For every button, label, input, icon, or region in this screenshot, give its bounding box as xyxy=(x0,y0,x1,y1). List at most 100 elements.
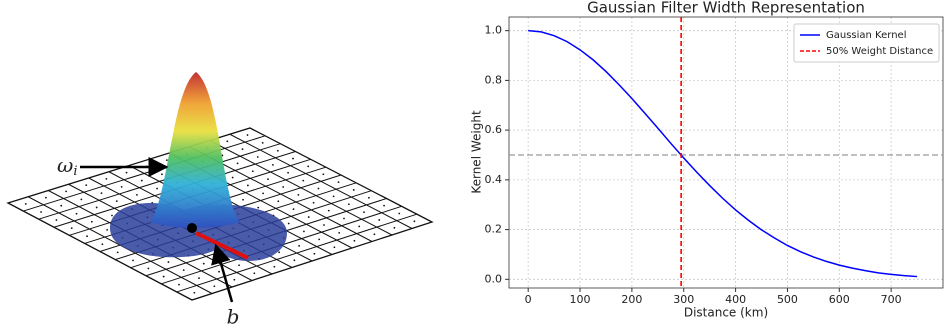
grid-dot xyxy=(231,176,234,179)
grid-dot xyxy=(45,196,47,199)
plot-frame xyxy=(508,16,944,289)
grid-dot xyxy=(347,203,350,206)
grid-dot xyxy=(292,157,294,160)
grid-dot xyxy=(140,179,143,182)
grid-dot xyxy=(125,171,128,174)
y-tick-label: 0.8 xyxy=(485,73,503,86)
grid-dot xyxy=(178,283,180,286)
grid-dot xyxy=(323,224,325,226)
grid-dot xyxy=(80,198,83,201)
y-tick-label: 0.0 xyxy=(485,272,503,285)
x-tick-label: 0 xyxy=(525,293,532,306)
grid-dot xyxy=(278,251,281,254)
line-series xyxy=(528,29,918,278)
grid-dot xyxy=(24,203,27,205)
grid-dot xyxy=(161,173,163,176)
grid-dot xyxy=(373,233,376,236)
grid-dot xyxy=(253,272,256,275)
grid-dot xyxy=(246,184,249,187)
grid-dot xyxy=(317,187,320,190)
weight-subscript: i xyxy=(73,164,77,179)
grid-dot xyxy=(303,230,305,233)
grid-dot xyxy=(100,192,103,195)
x-tick-label: 200 xyxy=(621,293,642,306)
grid-dot xyxy=(182,269,185,272)
chart: Gaussian Filter Width Representation Dis… xyxy=(470,0,944,320)
grid-dot xyxy=(105,177,108,180)
grid-dot xyxy=(262,192,265,195)
grid-dot xyxy=(293,259,296,262)
grid-dot xyxy=(147,267,150,270)
grid-dot xyxy=(241,148,244,151)
x-axis-label: Distance (km) xyxy=(684,306,768,320)
grid-dot xyxy=(343,217,345,220)
chart-title: Gaussian Filter Width Representation xyxy=(587,0,865,17)
grid-dot xyxy=(202,262,205,265)
grid-dot xyxy=(226,140,229,143)
grid-dot xyxy=(238,264,240,267)
grid-dot xyxy=(60,204,63,207)
center-point xyxy=(187,223,197,233)
legend-label: 50% Weight Distance xyxy=(826,46,933,57)
legend-label: Gaussian Kernel xyxy=(826,30,906,41)
grid-dot xyxy=(313,252,316,255)
grid-dot xyxy=(101,243,104,246)
x-tick-label: 500 xyxy=(777,293,798,306)
grid-dot xyxy=(162,275,165,278)
grid-dot xyxy=(261,141,264,144)
grid-dot xyxy=(383,204,385,207)
grid-dot xyxy=(156,187,158,190)
y-axis-label: Kernel Weight xyxy=(470,110,484,194)
arrow xyxy=(211,243,234,303)
grid-dot xyxy=(115,200,118,203)
grid-dot xyxy=(297,193,300,196)
grid-dot xyxy=(167,261,170,263)
grid-dot xyxy=(312,201,315,204)
grid-dot xyxy=(242,198,244,201)
grid-dot xyxy=(256,156,259,158)
grid-dot xyxy=(120,185,123,188)
grid-dot xyxy=(111,214,113,217)
grid-dot xyxy=(352,189,355,191)
grid-dot xyxy=(318,238,321,241)
x-tick-label: 600 xyxy=(829,293,850,306)
grid-dot xyxy=(287,222,290,225)
weight-label: ωi xyxy=(57,153,77,179)
grid-dot xyxy=(378,219,381,221)
y-tick-label: 0.6 xyxy=(485,123,503,136)
grid-dot xyxy=(272,164,274,166)
grid-dot xyxy=(363,211,365,213)
grid-dot xyxy=(307,216,310,218)
grid-dot xyxy=(136,193,138,196)
y-tick-label: 0.4 xyxy=(485,173,503,186)
grid-dot xyxy=(95,206,98,209)
grid-dot xyxy=(90,220,93,223)
grid-dot xyxy=(85,184,88,187)
y-tick-label: 1.0 xyxy=(485,24,503,37)
grid-dot xyxy=(65,190,67,193)
weight-symbol: ω xyxy=(57,153,73,177)
grid-dot xyxy=(246,134,249,136)
grid-dot xyxy=(132,259,134,262)
x-tick-label: 400 xyxy=(725,293,746,306)
grid-dot xyxy=(327,209,330,212)
y-tick-label: 0.2 xyxy=(485,223,503,236)
grid-dot xyxy=(86,235,88,238)
grid-dot xyxy=(233,278,236,281)
grid-dot xyxy=(413,220,416,223)
grid-dot xyxy=(236,162,239,165)
grid-dot xyxy=(333,246,336,249)
grid-dot xyxy=(322,173,325,176)
grid-dot xyxy=(267,178,269,181)
grid-dot xyxy=(116,251,119,254)
grid-dot xyxy=(292,208,295,211)
grid-dot xyxy=(55,219,58,221)
grid-dot xyxy=(106,228,109,231)
grid-dot xyxy=(332,195,335,198)
grid-dot xyxy=(251,170,254,173)
grid-dot xyxy=(40,211,42,213)
grid-dot xyxy=(398,212,401,215)
grid-dot xyxy=(213,285,216,288)
grid-dot xyxy=(302,179,305,182)
